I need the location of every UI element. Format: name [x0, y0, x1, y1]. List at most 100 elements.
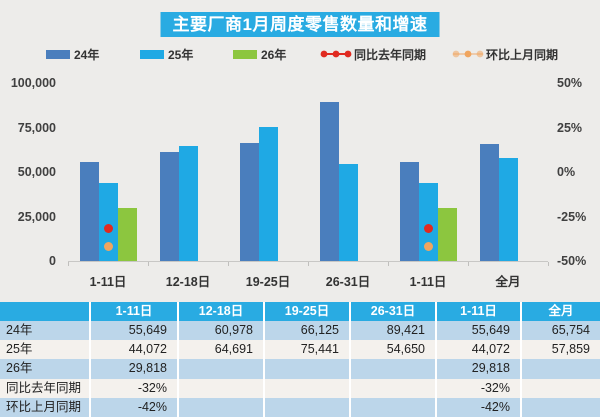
- bar-25年-全月: [498, 158, 518, 261]
- bar-24年-全月: [479, 144, 499, 261]
- table-cell: [263, 359, 349, 379]
- table-header-cell: 1-11日: [89, 302, 177, 321]
- right-axis-tick-label: 0%: [557, 165, 576, 179]
- right-axis-tick-label: 25%: [557, 120, 583, 135]
- table-cell: [520, 397, 600, 417]
- table-body: 24年 55,649 60,978 66,125 89,421 55,649 65,754 2…: [0, 321, 600, 417]
- legend-bar-swatch-icon: [46, 49, 70, 59]
- x-axis-tick: [228, 262, 229, 266]
- table-header-cell: 26-31日: [349, 302, 435, 321]
- mom-dot-1-11日: [103, 242, 113, 252]
- table-cell: 54,650: [349, 340, 435, 360]
- legend-label: 环比上月同期: [486, 47, 559, 62]
- table-row-26年: 26年 29,818 29,818: [0, 359, 600, 379]
- legend-label: 24年: [74, 47, 100, 62]
- x-axis-tick: [148, 262, 149, 266]
- row-label: 环比上月同期: [0, 397, 89, 417]
- table-cell: 89,421: [349, 321, 435, 341]
- table-cell: [263, 397, 349, 417]
- table-cell: -42%: [89, 397, 177, 417]
- x-axis-category-label: 12-18日: [165, 275, 211, 289]
- table-header-row: 1-11日 12-18日 19-25日 26-31日 1-11日 全月: [0, 302, 600, 321]
- table-header-cell: 全月: [520, 302, 600, 321]
- legend-item-2: 25年: [140, 46, 193, 62]
- row-label: 同比去年同期: [0, 378, 89, 398]
- bar-26年-1-11日: [117, 208, 137, 261]
- yoy-dot-1-11日: [423, 224, 433, 234]
- right-axis-tick-label: 50%: [557, 76, 583, 90]
- bar-25年-26-31日: [338, 164, 358, 261]
- table-row-24年: 24年 55,649 60,978 66,125 89,421 55,649 65,754: [0, 321, 600, 341]
- x-axis-tick: [388, 262, 389, 266]
- legend-item-3: 26年: [233, 46, 286, 62]
- x-axis-tick: [308, 262, 309, 266]
- table-header-cell: 19-25日: [263, 302, 349, 321]
- legend-mom-marker-icon: [452, 50, 484, 58]
- data-table: 1-11日 12-18日 19-25日 26-31日 1-11日 全月 24年 55,649…: [0, 302, 600, 417]
- table-cell: [177, 397, 263, 417]
- legend-yoy-marker-icon: [320, 50, 352, 58]
- retail-bar-chart: 100,000 75,000 50,000 25,000 0 50% 25% 0% -25% -5…: [10, 76, 587, 290]
- bar-24年-26-31日: [319, 102, 339, 261]
- legend-bar-swatch-icon: [140, 49, 164, 59]
- left-axis-tick-label: 0: [49, 254, 56, 268]
- left-axis-tick-label: 75,000: [17, 120, 56, 135]
- table-cell: -32%: [89, 378, 177, 398]
- x-axis-tick: [548, 262, 549, 266]
- bar-25年-1-11日: [418, 183, 438, 261]
- table-cell: -42%: [435, 397, 520, 417]
- table-cell: 29,818: [435, 359, 520, 379]
- table-header-blank-cell: [0, 302, 89, 321]
- table-cell: [349, 378, 435, 398]
- bar-25年-19-25日: [258, 127, 278, 261]
- table-cell: [349, 397, 435, 417]
- bar-24年-1-11日: [79, 162, 99, 261]
- left-axis-tick-label: 100,000: [10, 76, 56, 90]
- yoy-dot-1-11日: [103, 224, 113, 234]
- x-axis-category-label: 26-31日: [325, 275, 371, 289]
- table-cell: [263, 378, 349, 398]
- row-label: 24年: [0, 321, 89, 341]
- chart-title: 主要厂商1月周度零售数量和增速: [160, 12, 440, 37]
- legend-label: 25年: [168, 47, 194, 62]
- row-label: 25年: [0, 340, 89, 360]
- legend-item-1: 24年: [46, 46, 99, 62]
- table-cell: 60,978: [177, 321, 263, 341]
- right-axis-tick-label: -50%: [557, 254, 587, 268]
- table-cell: 66,125: [263, 321, 349, 341]
- row-label: 26年: [0, 359, 89, 379]
- table-cell: [520, 378, 600, 398]
- x-axis-tick: [468, 262, 469, 266]
- legend-label: 同比去年同期: [354, 47, 427, 62]
- legend-item-5: 环比上月同期: [452, 46, 558, 62]
- table-cell: 64,691: [177, 340, 263, 360]
- table-cell: [520, 359, 600, 379]
- table-row-环比上月同期: 环比上月同期 -42% -42%: [0, 397, 600, 417]
- table-row-25年: 25年 44,072 64,691 75,441 54,650 44,072 57,859: [0, 340, 600, 360]
- bar-26年-1-11日: [437, 208, 457, 261]
- left-axis-tick-label: 50,000: [17, 165, 56, 179]
- legend-bar-swatch-icon: [233, 49, 257, 59]
- x-axis-category-label: 19-25日: [245, 275, 291, 289]
- table-cell: 55,649: [89, 321, 177, 341]
- x-axis-tick: [68, 262, 69, 266]
- table-cell: 44,072: [435, 340, 520, 360]
- legend: 24年 25年 26年 同比去年同期 环比上月同期: [0, 46, 600, 62]
- table-header-cell: 12-18日: [177, 302, 263, 321]
- bar-24年-19-25日: [239, 143, 259, 261]
- right-axis-tick-label: -25%: [557, 209, 587, 224]
- table-header-cell: 1-11日: [435, 302, 520, 321]
- table-cell: -32%: [435, 378, 520, 398]
- table-cell: 55,649: [435, 321, 520, 341]
- mom-dot-1-11日: [423, 242, 433, 252]
- x-axis-line: [68, 261, 548, 262]
- table-cell: [177, 378, 263, 398]
- x-axis-category-label: 1-11日: [409, 275, 447, 289]
- table-cell: [177, 359, 263, 379]
- bar-25年-12-18日: [178, 146, 198, 261]
- x-axis-category-label: 1-11日: [89, 275, 127, 289]
- table-cell: 29,818: [89, 359, 177, 379]
- bar-24年-12-18日: [159, 152, 179, 261]
- bar-25年-1-11日: [98, 183, 118, 261]
